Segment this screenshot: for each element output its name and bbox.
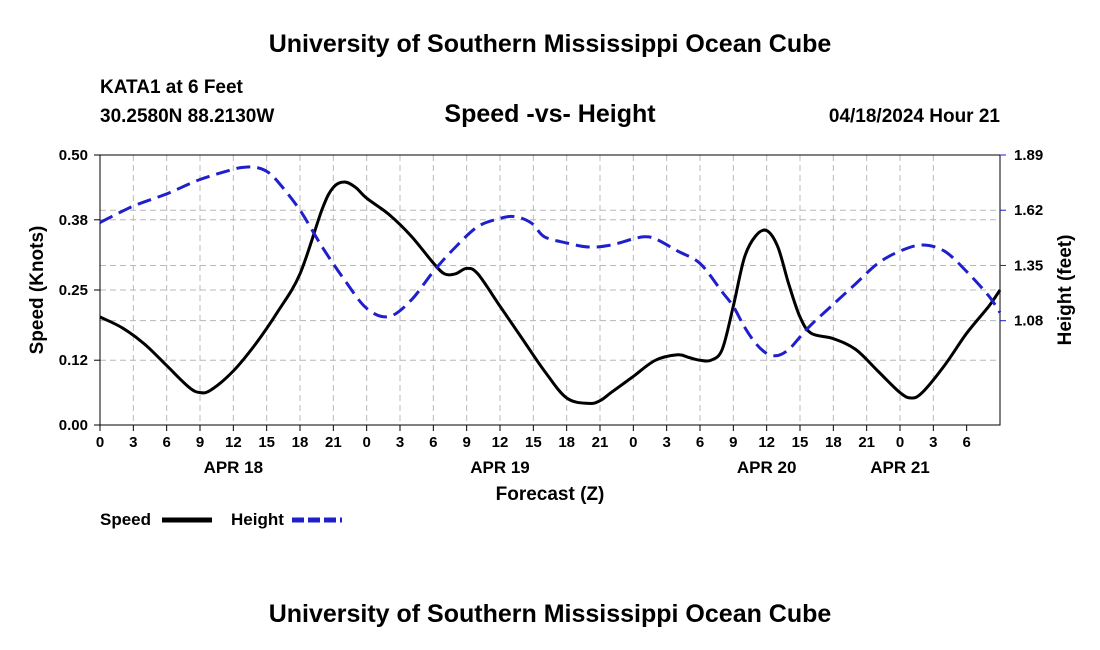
grid [100, 154, 1000, 426]
x-tick-label: 15 [792, 434, 809, 451]
x-tick-label: 6 [962, 434, 970, 451]
x-tick-label: 0 [96, 434, 104, 451]
station-coordinates: 30.2580N 88.2130W [100, 106, 275, 127]
height-series-line [99, 165, 1002, 358]
x-tick-label: 9 [729, 434, 737, 451]
x-tick-label: 3 [929, 434, 937, 451]
chart-title: Speed -vs- Height [444, 100, 656, 128]
date-label: APR 20 [737, 458, 797, 477]
x-tick-label: 9 [196, 434, 204, 451]
y-tick-label: 0.00 [59, 417, 88, 434]
x-axis-label: Forecast (Z) [496, 484, 605, 505]
legend: Speed Height [100, 510, 342, 529]
axes: 0 3 6 9 12 15 18 21 0 3 6 9 12 15 18 21 0 3 6 9 12 15 18 21 0 3 6 0… [59, 147, 1043, 477]
forecast-timestamp: 04/18/2024 Hour 21 [828, 106, 1000, 127]
x-tick-label: 12 [758, 434, 775, 451]
x-tick-label: 6 [429, 434, 437, 451]
x-tick-label: 9 [462, 434, 470, 451]
x-tick-label: 18 [558, 434, 575, 451]
x-tick-label: 6 [162, 434, 170, 451]
x-tick-label: 12 [492, 434, 509, 451]
y2-tick-label: 1.89 [1014, 147, 1043, 164]
x-tick-label: 15 [525, 434, 542, 451]
x-tick-label: 0 [629, 434, 637, 451]
x-tick-label: 0 [896, 434, 904, 451]
x-tick-label: 15 [258, 434, 275, 451]
x-tick-label: 21 [592, 434, 609, 451]
x-tick-label: 6 [696, 434, 704, 451]
y-tick-label: 0.12 [59, 352, 88, 369]
y-tick-label: 0.38 [59, 212, 88, 229]
x-tick-label: 21 [325, 434, 342, 451]
y-tick-label: 0.50 [59, 147, 88, 164]
main-title: University of Southern Mississippi Ocean… [268, 30, 832, 58]
x-tick-label: 21 [858, 434, 875, 451]
y2-tick-label: 1.62 [1014, 202, 1043, 219]
y2-tick-label: 1.35 [1014, 257, 1043, 274]
x-tick-label: 12 [225, 434, 242, 451]
legend-speed-label: Speed [100, 510, 151, 529]
station-label: KATA1 at 6 Feet [100, 77, 243, 98]
y2-tick-label: 1.08 [1014, 313, 1043, 330]
date-label: APR 21 [870, 458, 930, 477]
y-tick-label: 0.25 [59, 282, 88, 299]
legend-height-label: Height [231, 510, 284, 529]
date-label: APR 18 [204, 458, 264, 477]
y2-axis-label: Height (feet) [1055, 235, 1076, 346]
x-tick-label: 0 [362, 434, 370, 451]
speed-series-line [99, 180, 1002, 405]
y-axis-label: Speed (Knots) [27, 226, 48, 355]
series-lines [99, 165, 1002, 405]
x-tick-label: 3 [129, 434, 137, 451]
x-tick-label: 3 [662, 434, 670, 451]
x-tick-label: 18 [292, 434, 309, 451]
x-tick-label: 18 [825, 434, 842, 451]
x-tick-label: 3 [396, 434, 404, 451]
footer-title: University of Southern Mississippi Ocean… [268, 600, 832, 628]
date-label: APR 19 [470, 458, 530, 477]
